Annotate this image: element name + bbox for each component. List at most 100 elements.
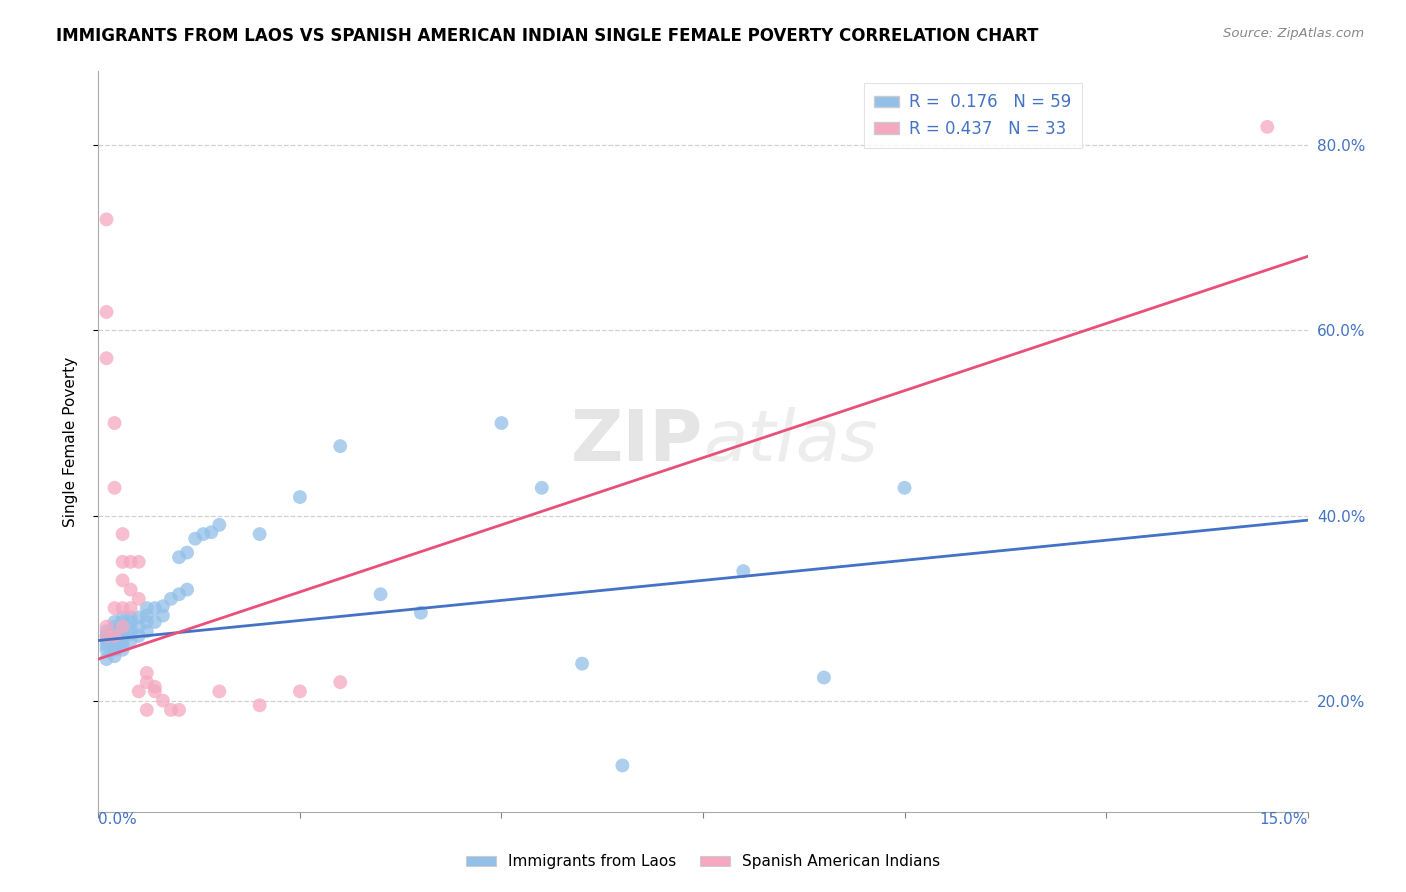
Point: [103, 629, 125, 643]
Point: [893, 481, 915, 495]
Point: [143, 601, 166, 615]
Point: [111, 642, 134, 657]
Point: [96, 305, 118, 319]
Point: [135, 601, 157, 615]
Point: [152, 694, 174, 708]
Point: [249, 698, 271, 713]
Point: [176, 546, 198, 560]
Point: [128, 555, 150, 569]
Point: [167, 550, 190, 565]
Point: [96, 619, 118, 633]
Point: [103, 624, 125, 639]
Point: [370, 587, 392, 601]
Point: [120, 601, 142, 615]
Point: [193, 527, 215, 541]
Point: [103, 601, 125, 615]
Point: [733, 564, 755, 578]
Point: [329, 675, 352, 690]
Point: [111, 619, 134, 633]
Text: Source: ZipAtlas.com: Source: ZipAtlas.com: [1223, 27, 1364, 40]
Point: [249, 527, 271, 541]
Point: [96, 633, 118, 648]
Text: atlas: atlas: [703, 407, 877, 476]
Point: [135, 675, 157, 690]
Point: [120, 610, 142, 624]
Point: [208, 684, 231, 698]
Point: [160, 703, 183, 717]
Legend: Immigrants from Laos, Spanish American Indians: Immigrants from Laos, Spanish American I…: [460, 848, 946, 875]
Point: [120, 555, 142, 569]
Point: [200, 525, 222, 540]
Point: [111, 601, 134, 615]
Point: [103, 481, 125, 495]
Point: [103, 638, 125, 652]
Point: [120, 633, 142, 648]
Point: [96, 652, 118, 666]
Y-axis label: Single Female Poverty: Single Female Poverty: [63, 357, 77, 526]
Point: [135, 665, 157, 680]
Point: [288, 490, 311, 504]
Point: [135, 703, 157, 717]
Point: [135, 624, 157, 639]
Point: [135, 608, 157, 623]
Point: [111, 574, 134, 588]
Point: [1256, 120, 1278, 134]
Point: [152, 608, 174, 623]
Point: [409, 606, 432, 620]
Point: [111, 555, 134, 569]
Legend: R =  0.176   N = 59, R = 0.437   N = 33: R = 0.176 N = 59, R = 0.437 N = 33: [865, 83, 1081, 148]
Point: [103, 619, 125, 633]
Point: [288, 684, 311, 698]
Point: [103, 642, 125, 657]
Point: [571, 657, 593, 671]
Point: [208, 517, 231, 532]
Point: [143, 615, 166, 629]
Point: [612, 758, 634, 772]
Point: [96, 642, 118, 657]
Point: [111, 619, 134, 633]
Point: [120, 627, 142, 641]
Point: [111, 615, 134, 629]
Point: [813, 671, 835, 685]
Point: [96, 629, 118, 643]
Point: [96, 629, 118, 643]
Text: 0.0%: 0.0%: [98, 812, 138, 827]
Point: [111, 633, 134, 648]
Point: [103, 615, 125, 629]
Point: [120, 582, 142, 597]
Point: [530, 481, 553, 495]
Point: [128, 684, 150, 698]
Point: [167, 703, 190, 717]
Point: [128, 619, 150, 633]
Point: [143, 680, 166, 694]
Point: [135, 615, 157, 629]
Point: [167, 587, 190, 601]
Text: 15.0%: 15.0%: [1260, 812, 1308, 827]
Point: [96, 212, 118, 227]
Point: [160, 591, 183, 606]
Point: [111, 527, 134, 541]
Point: [143, 684, 166, 698]
Point: [103, 633, 125, 648]
Point: [96, 351, 118, 366]
Point: [120, 622, 142, 636]
Point: [111, 638, 134, 652]
Point: [103, 416, 125, 430]
Point: [329, 439, 352, 453]
Point: [152, 599, 174, 614]
Text: ZIP: ZIP: [571, 407, 703, 476]
Point: [103, 649, 125, 664]
Point: [111, 629, 134, 643]
Point: [176, 582, 198, 597]
Point: [128, 591, 150, 606]
Point: [491, 416, 513, 430]
Text: IMMIGRANTS FROM LAOS VS SPANISH AMERICAN INDIAN SINGLE FEMALE POVERTY CORRELATIO: IMMIGRANTS FROM LAOS VS SPANISH AMERICAN…: [56, 27, 1039, 45]
Point: [120, 615, 142, 629]
Point: [103, 629, 125, 643]
Point: [128, 629, 150, 643]
Point: [111, 610, 134, 624]
Point: [96, 624, 118, 639]
Point: [128, 610, 150, 624]
Point: [184, 532, 207, 546]
Point: [111, 624, 134, 639]
